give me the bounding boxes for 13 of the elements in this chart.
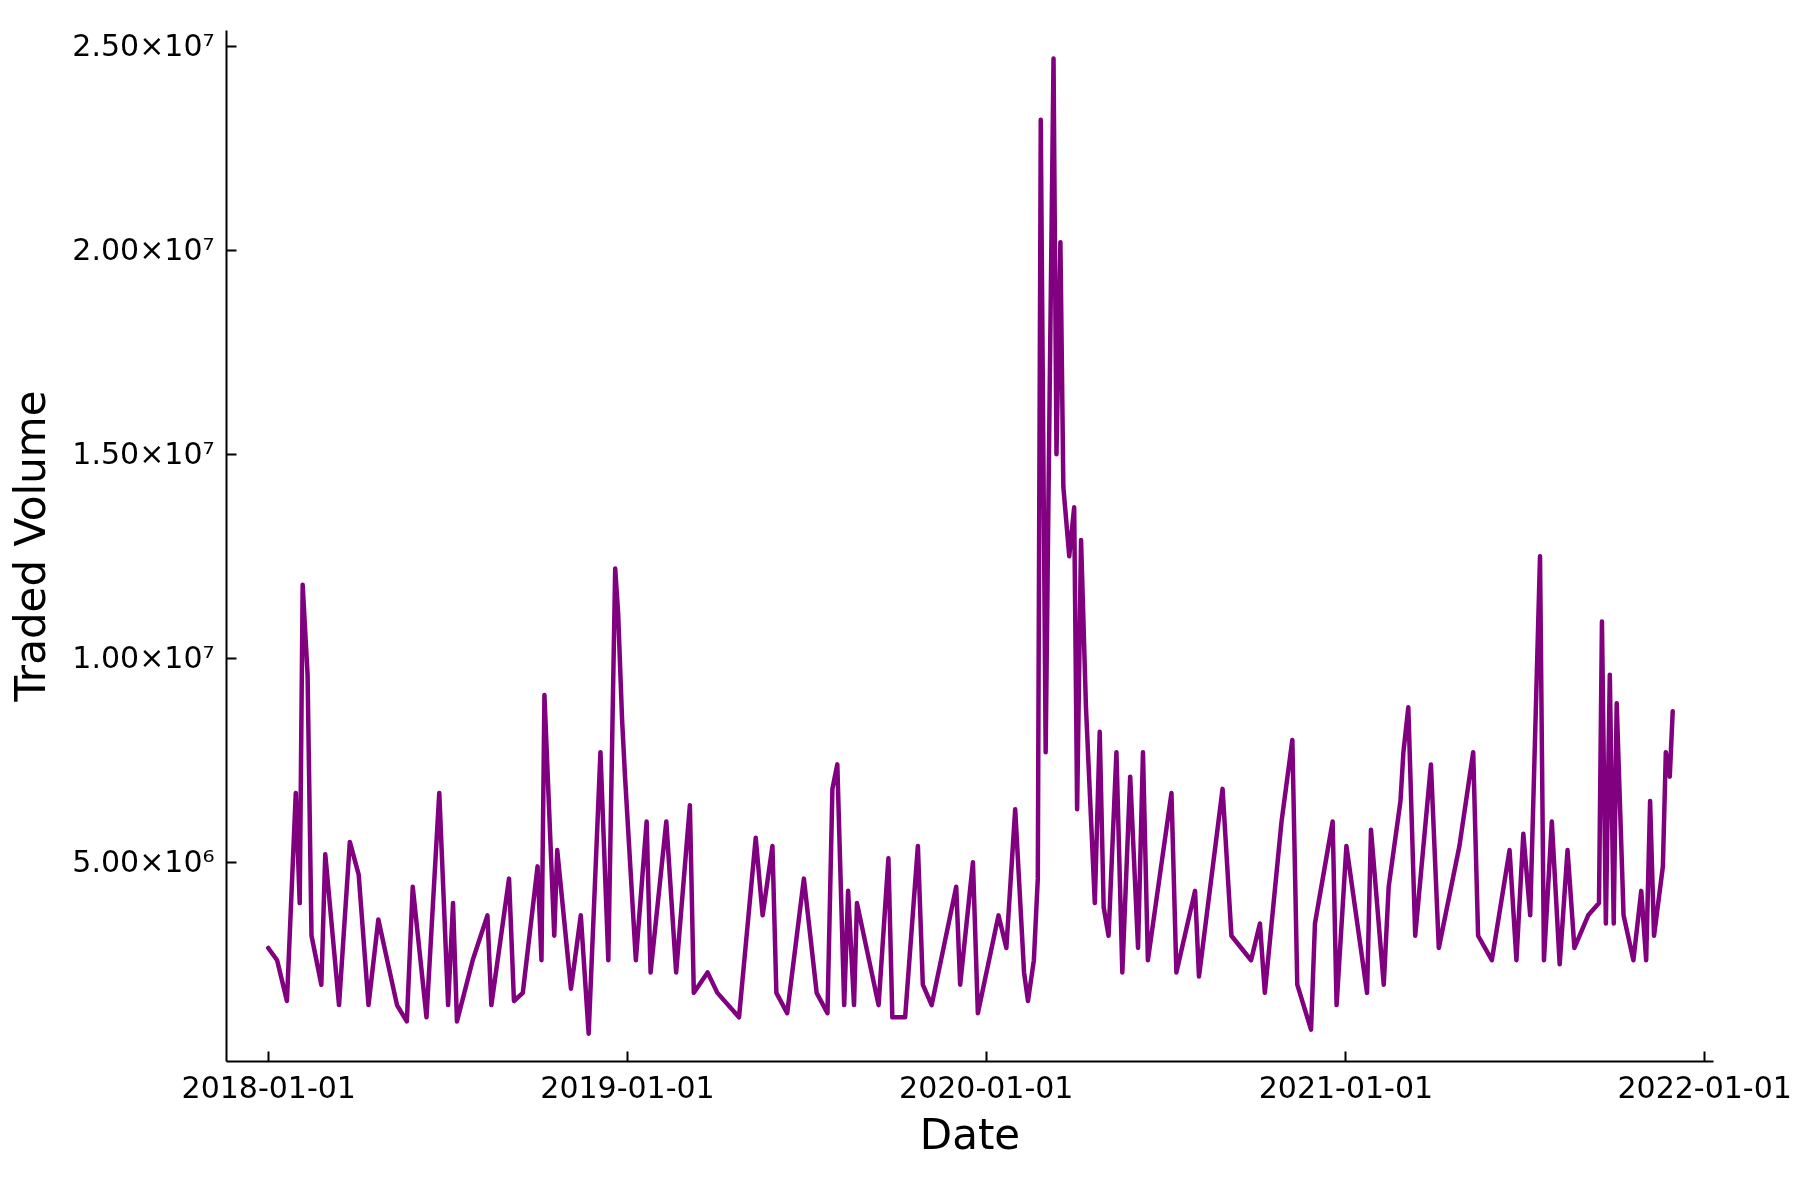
line-series xyxy=(266,56,1675,1036)
x-tick-label: 2018-01-01 xyxy=(181,1069,356,1105)
x-axis-title: Date xyxy=(919,1109,1021,1159)
y-tick-label: 1.50×10⁷ xyxy=(72,435,215,471)
x-tick-label: 2022-01-01 xyxy=(1617,1069,1792,1105)
x-tick-label: 2021-01-01 xyxy=(1258,1069,1434,1105)
x-tick-label: 2020-01-01 xyxy=(899,1069,1074,1105)
y-tick-label: 2.50×10⁷ xyxy=(72,27,215,63)
x-tick-label: 2019-01-01 xyxy=(540,1069,715,1105)
y-tick-label: 2.00×10⁷ xyxy=(72,231,215,267)
y-axis-title: Traded Volume xyxy=(6,390,56,703)
y-tick-label: 1.00×10⁷ xyxy=(72,639,215,675)
y-tick-label: 5.00×10⁶ xyxy=(72,843,215,879)
